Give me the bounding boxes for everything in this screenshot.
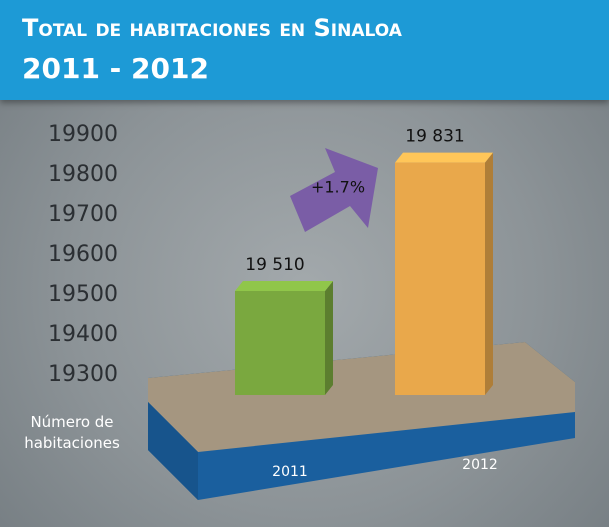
y-tick-label: 19800 [48, 162, 118, 187]
y-tick-label: 19300 [48, 362, 118, 387]
bar [395, 162, 485, 395]
y-tick-label: 19700 [48, 202, 118, 227]
chart-title: Total de habitaciones en Sinaloa [22, 14, 402, 42]
header: Total de habitaciones en Sinaloa 2011 - … [0, 0, 609, 100]
platform-side [148, 402, 198, 500]
bar-side [325, 281, 333, 395]
growth-arrow [290, 148, 378, 232]
y-tick-label: 19600 [48, 242, 118, 267]
bar [235, 291, 325, 395]
chart-subtitle: 2011 - 2012 [22, 52, 209, 85]
y-tick-label: 19900 [48, 122, 118, 147]
value-label: 19 510 [245, 255, 304, 275]
y-tick-label: 19500 [48, 282, 118, 307]
y-axis-label: Número de habitaciones [24, 413, 120, 452]
annotation: +1.7% [311, 178, 365, 197]
x-tick-label: 2011 [272, 464, 308, 480]
x-tick-label: 2012 [462, 457, 498, 473]
bar-side [485, 152, 493, 395]
value-label: 19 831 [405, 127, 464, 147]
bar-top [395, 152, 493, 163]
bar-top [235, 281, 333, 291]
y-tick-label: 19400 [48, 322, 118, 347]
